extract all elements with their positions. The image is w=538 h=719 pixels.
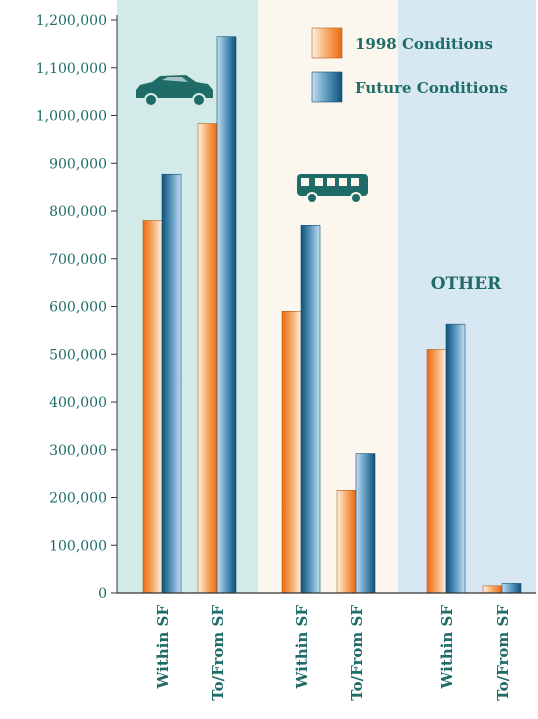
other-mode-label: OTHER xyxy=(431,274,502,294)
bar-future-3 xyxy=(300,225,321,594)
legend: 1998 Conditions Future Conditions xyxy=(311,27,508,103)
y-tick-label: 400,000 xyxy=(49,395,107,411)
y-axis: 0 100,000 200,000 300,000 400,000 500,000 600,… xyxy=(36,13,118,602)
y-tick-label: 200,000 xyxy=(49,491,107,507)
legend-label-1998: 1998 Conditions xyxy=(355,35,493,53)
bar-future-5 xyxy=(445,323,466,594)
bar-future-6 xyxy=(501,583,522,594)
y-tick-label: 300,000 xyxy=(49,443,107,459)
x-tick-label: To/From SF xyxy=(348,605,366,701)
bar-1998-2 xyxy=(197,123,218,594)
y-tick-label: 1,100,000 xyxy=(36,61,107,77)
x-axis: Within SF To/From SF Within SF To/From SF Wi… xyxy=(117,592,536,701)
y-tick-label: 900,000 xyxy=(49,156,107,172)
bar-future-1 xyxy=(161,173,182,594)
legend-label-future: Future Conditions xyxy=(355,79,508,97)
x-tick-label: Within SF xyxy=(293,605,311,690)
bar-1998-3 xyxy=(281,310,302,594)
y-tick-label: 0 xyxy=(98,586,107,602)
y-tick-label: 800,000 xyxy=(49,204,107,220)
legend-swatch-future xyxy=(311,71,343,103)
y-tick-label: 1,000,000 xyxy=(36,109,107,125)
group-panel-other xyxy=(398,0,536,593)
bar-1998-5 xyxy=(426,349,447,594)
bars xyxy=(142,36,522,594)
x-tick-label: To/From SF xyxy=(209,605,227,701)
bar-1998-6 xyxy=(482,585,503,594)
y-tick-label: 500,000 xyxy=(49,347,107,363)
bar-future-4 xyxy=(355,453,376,594)
x-tick-label: Within SF xyxy=(438,605,456,690)
y-tick-label: 100,000 xyxy=(49,538,107,554)
bar-1998-1 xyxy=(142,220,163,594)
legend-swatch-1998 xyxy=(311,27,343,59)
y-tick-label: 700,000 xyxy=(49,252,107,268)
x-tick-label: Within SF xyxy=(154,605,172,690)
y-tick-label: 600,000 xyxy=(49,300,107,316)
bus-icon xyxy=(297,174,368,204)
bar-future-2 xyxy=(216,36,237,594)
bar-1998-4 xyxy=(336,490,357,594)
x-tick-label: To/From SF xyxy=(494,605,512,701)
y-tick-label: 1,200,000 xyxy=(36,13,107,29)
car-icon xyxy=(136,75,213,107)
